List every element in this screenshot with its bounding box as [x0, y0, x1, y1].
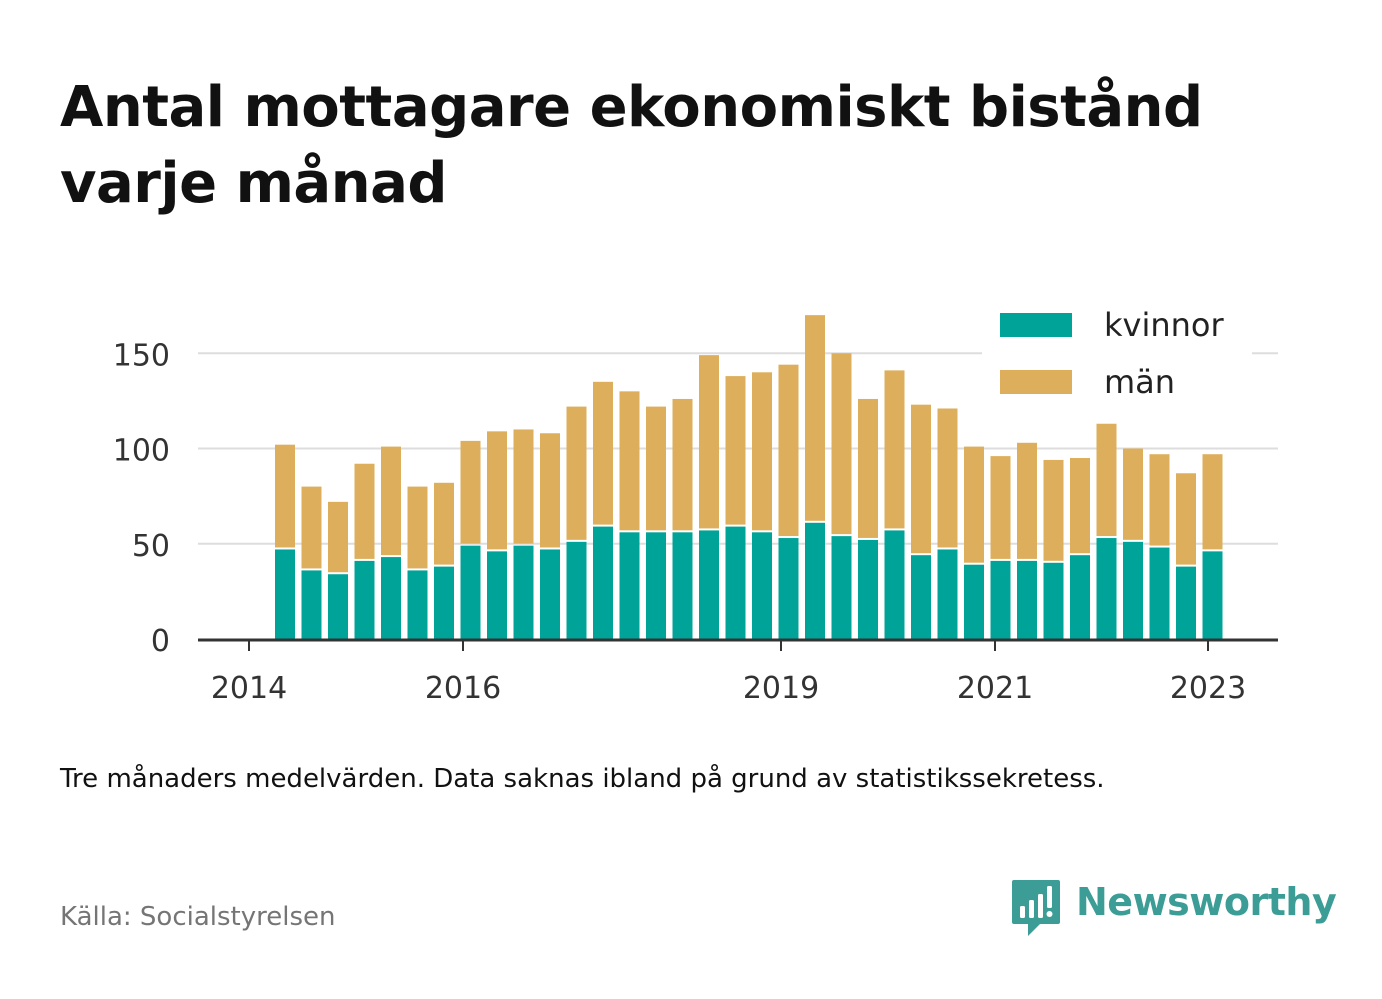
legend-label: män — [1104, 363, 1175, 401]
bar-kvinnor — [1070, 555, 1090, 639]
bar-man — [752, 372, 772, 531]
bar-kvinnor — [301, 570, 322, 639]
bar-kvinnor — [1149, 547, 1170, 639]
bar-man — [672, 398, 693, 531]
bar-kvinnor — [328, 574, 348, 639]
y-tick-label: 0 — [151, 624, 170, 659]
bar-kvinnor — [778, 538, 799, 639]
bar-man — [407, 486, 428, 569]
bar-kvinnor — [858, 539, 878, 639]
bar-man — [619, 391, 640, 531]
bar-man — [487, 431, 507, 550]
x-tick-label: 2014 — [211, 671, 287, 706]
legend: kvinnor män — [982, 298, 1252, 418]
legend-swatch — [1000, 313, 1072, 337]
bar-man — [911, 404, 931, 554]
bar-man — [1017, 442, 1037, 559]
bar-man — [275, 444, 295, 548]
bar-man — [354, 463, 375, 559]
bar-kvinnor — [1176, 566, 1196, 639]
bar-kvinnor — [1096, 538, 1117, 639]
bar-man — [831, 353, 852, 535]
chart-title: Antal mottagare ekonomiskt bistånd varje… — [60, 75, 1203, 216]
bar-kvinnor — [381, 557, 401, 639]
bar-man — [884, 370, 905, 529]
x-tick-label: 2019 — [743, 671, 819, 706]
bar-man — [805, 315, 825, 521]
bar-man — [1149, 454, 1170, 546]
bar-kvinnor — [460, 545, 481, 639]
bar-kvinnor — [566, 541, 587, 639]
newsworthy-logo-icon — [1012, 880, 1060, 936]
bar-kvinnor — [1123, 541, 1143, 639]
bar-kvinnor — [407, 570, 428, 639]
brand-name: Newsworthy — [1076, 880, 1337, 924]
bar-kvinnor — [990, 560, 1011, 639]
bar-kvinnor — [275, 549, 295, 639]
bar-kvinnor — [1202, 551, 1223, 639]
bar-man — [593, 381, 613, 525]
bar-man — [513, 429, 534, 544]
bar-kvinnor — [831, 536, 852, 639]
bars — [275, 315, 1223, 639]
y-tick-label: 100 — [113, 434, 170, 469]
bar-kvinnor — [805, 522, 825, 639]
bar-kvinnor — [937, 549, 958, 639]
bar-kvinnor — [540, 549, 560, 639]
x-axis-ticks: 2014 2016 2019 2021 2023 — [211, 641, 1246, 706]
bar-kvinnor — [1043, 562, 1064, 639]
chart-note: Tre månaders medelvärden. Data saknas ib… — [60, 764, 1105, 794]
legend-label: kvinnor — [1104, 306, 1225, 344]
bar-kvinnor — [964, 564, 984, 639]
bar-man — [328, 501, 348, 573]
bar-man — [937, 408, 958, 548]
bar-man — [858, 398, 878, 538]
y-axis-ticks: 0 50 100 150 — [113, 338, 170, 659]
x-tick-label: 2023 — [1170, 671, 1246, 706]
bar-man — [699, 355, 719, 529]
y-tick-label: 150 — [113, 338, 170, 373]
bar-kvinnor — [672, 532, 693, 639]
bar-man — [778, 364, 799, 537]
x-tick-label: 2016 — [425, 671, 501, 706]
chart: 0 50 100 150 2014 2016 2019 2021 2023 kvinnor mä… — [112, 298, 1278, 706]
bar-kvinnor — [911, 555, 931, 639]
bar-man — [964, 446, 984, 563]
bar-man — [1202, 454, 1223, 550]
bar-man — [460, 440, 481, 544]
bar-kvinnor — [884, 530, 905, 639]
bar-kvinnor — [752, 532, 772, 639]
bar-kvinnor — [699, 530, 719, 639]
bar-kvinnor — [513, 545, 534, 639]
bar-kvinnor — [1017, 560, 1037, 639]
bar-man — [434, 482, 454, 565]
bar-kvinnor — [487, 551, 507, 639]
bar-man — [646, 406, 666, 531]
legend-swatch — [1000, 370, 1072, 394]
bar-man — [540, 433, 560, 548]
bar-kvinnor — [593, 526, 613, 639]
bar-man — [1123, 448, 1143, 540]
bar-kvinnor — [354, 560, 375, 639]
y-tick-label: 50 — [132, 529, 170, 564]
bar-man — [990, 456, 1011, 559]
bar-man — [301, 486, 322, 569]
bar-man — [566, 406, 587, 540]
bar-kvinnor — [619, 532, 640, 639]
brand: Newsworthy — [1010, 878, 1337, 940]
bar-kvinnor — [646, 532, 666, 639]
bar-man — [725, 376, 746, 525]
x-tick-label: 2021 — [957, 671, 1033, 706]
bar-man — [381, 446, 401, 556]
bar-man — [1176, 473, 1196, 565]
bar-man — [1070, 458, 1090, 554]
bar-kvinnor — [725, 526, 746, 639]
bar-man — [1043, 459, 1064, 561]
bar-man — [1096, 423, 1117, 537]
source-text: Källa: Socialstyrelsen — [60, 902, 336, 932]
bar-kvinnor — [434, 566, 454, 639]
